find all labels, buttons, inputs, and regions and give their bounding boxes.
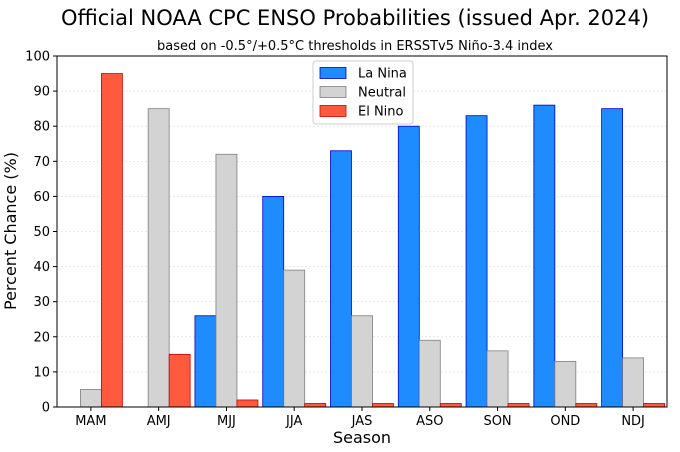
- bar-la-nina: [330, 150, 352, 408]
- y-tick-label: 10: [33, 365, 50, 380]
- bar-el-nino: [236, 399, 259, 408]
- y-tick-label: 0: [42, 401, 50, 416]
- bar-la-nina: [601, 108, 624, 408]
- y-tick-label: 30: [33, 295, 50, 310]
- x-tick-label: AMJ: [147, 414, 171, 429]
- bar-neutral: [79, 389, 102, 408]
- x-tick-label: JAS: [351, 414, 373, 429]
- x-axis-ticks: MAM AMJ MJJ JJA JAS ASO SON OND NDJ: [75, 407, 645, 429]
- y-tick-label: 80: [33, 120, 50, 135]
- x-tick-label: SON: [483, 414, 511, 429]
- y-axis-label: Percent Chance (%): [1, 152, 20, 310]
- bar-neutral: [351, 315, 373, 408]
- bar-neutral: [418, 339, 441, 408]
- chart-subtitle: based on -0.5°/+0.5°C thresholds in ERSS…: [157, 39, 553, 54]
- y-tick-label: 70: [33, 155, 50, 170]
- y-tick-label: 60: [33, 190, 50, 205]
- y-axis-ticks: 0 10 20 30 40 50 60 70 80 90 100: [25, 50, 57, 416]
- bar-neutral: [147, 108, 170, 408]
- x-axis-label: Season: [333, 428, 391, 447]
- x-tick-label: ASO: [416, 414, 443, 429]
- bar-el-nino: [304, 403, 327, 408]
- bar-el-nino: [643, 403, 666, 408]
- x-tick-label: JJA: [285, 414, 302, 429]
- legend-swatch: [319, 86, 347, 98]
- y-tick-label: 40: [33, 260, 50, 275]
- legend: La Nina Neutral El Nino: [312, 60, 414, 125]
- legend-swatch: [319, 105, 347, 117]
- bar-la-nina: [194, 315, 217, 408]
- chart-title: Official NOAA CPC ENSO Probabilities (is…: [61, 6, 649, 30]
- legend-swatch: [319, 67, 347, 79]
- bar-el-nino: [507, 403, 530, 408]
- x-tick-label: OND: [550, 414, 580, 429]
- bar-neutral: [215, 153, 238, 408]
- bar-el-nino: [439, 403, 462, 408]
- x-tick-label: MJJ: [217, 414, 236, 429]
- legend-label: Neutral: [358, 86, 406, 101]
- bar-la-nina: [465, 115, 488, 408]
- bar-la-nina: [262, 195, 285, 408]
- y-tick-label: 100: [25, 50, 50, 65]
- bar-neutral: [554, 360, 577, 408]
- y-tick-label: 20: [33, 330, 50, 345]
- bar-el-nino: [100, 73, 123, 408]
- y-tick-label: 50: [33, 225, 50, 240]
- legend-label: El Nino: [358, 105, 404, 120]
- legend-label: La Nina: [358, 67, 407, 82]
- bar-neutral: [283, 269, 306, 408]
- bar-el-nino: [372, 403, 394, 408]
- bar-neutral: [486, 350, 509, 408]
- bar-la-nina: [533, 104, 556, 408]
- x-tick-label: MAM: [75, 414, 106, 429]
- bar-el-nino: [575, 403, 598, 408]
- bar-el-nino: [168, 353, 191, 408]
- bar-neutral: [622, 357, 645, 408]
- x-tick-label: NDJ: [621, 414, 645, 429]
- bar-la-nina: [397, 125, 420, 408]
- y-tick-label: 90: [33, 85, 50, 100]
